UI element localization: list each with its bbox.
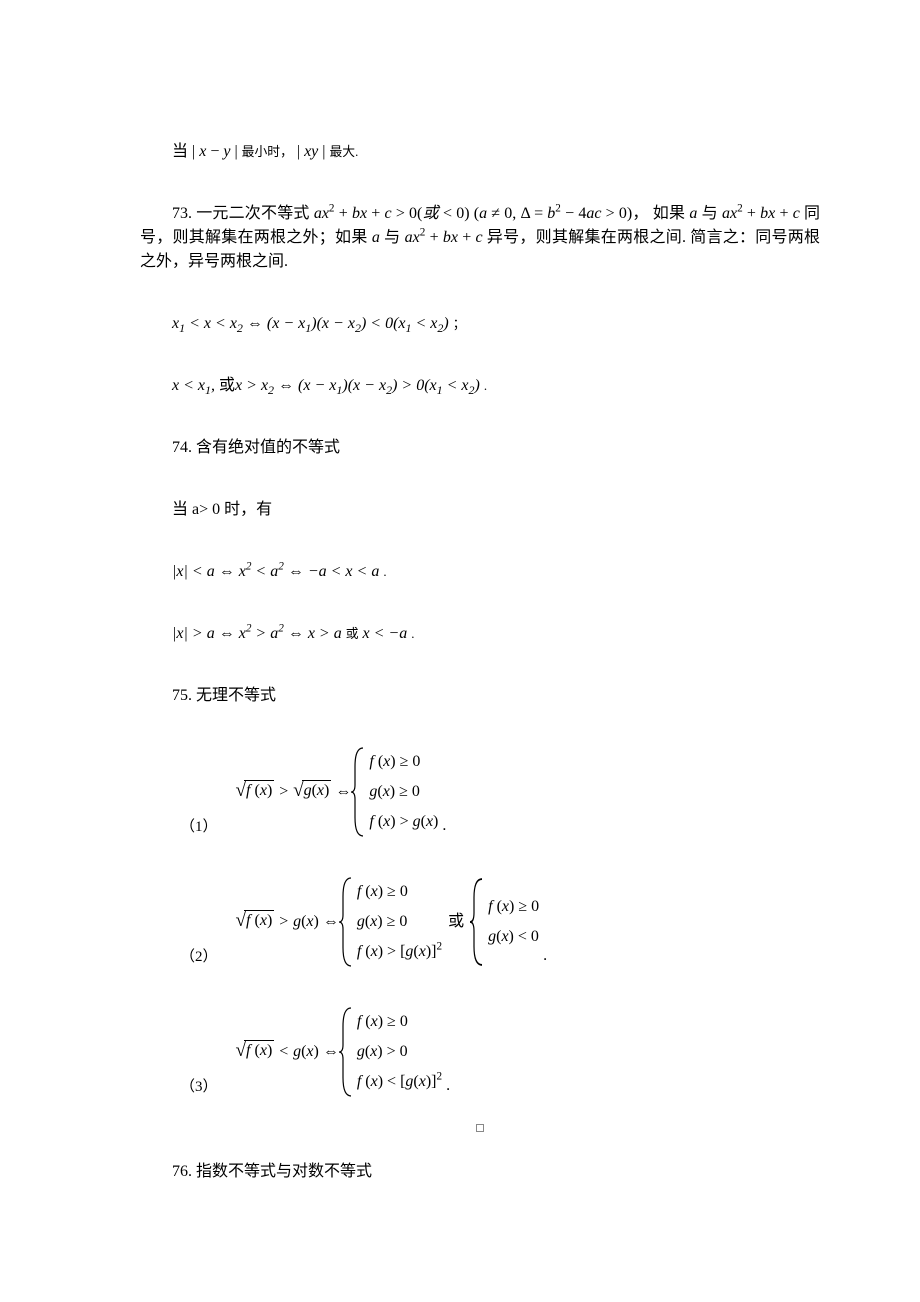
sys-line: f (x) ≥ 0 — [357, 1010, 442, 1034]
left-brace-icon — [470, 876, 484, 968]
system-2-lead: √f (x) > g(x) ⇔ — [236, 910, 339, 934]
sys-line: f (x) ≥ 0 — [488, 895, 539, 919]
rhs: g(x) — [293, 913, 319, 930]
text: 无理不等式 — [196, 687, 276, 704]
cmp: > — [278, 783, 293, 800]
item-number: 75. — [172, 687, 196, 704]
sqrt-icon: √f (x) — [236, 780, 275, 800]
left-brace-icon — [339, 876, 353, 968]
item-73: 73. 一元二次不等式 ax2 + bx + c > 0(或 < 0) (a ≠… — [140, 202, 820, 274]
text: 与 — [702, 205, 718, 222]
square-marker-icon — [476, 1124, 484, 1132]
item-76-title: 76. 指数不等式与对数不等式 — [140, 1160, 820, 1184]
tail: . — [442, 814, 446, 838]
sys-line: f (x) > [g(x)]2 — [357, 940, 442, 964]
item-number: 73. — [172, 205, 196, 222]
sys-line: g(x) > 0 — [357, 1040, 442, 1064]
item-number: 74. — [172, 439, 196, 456]
tail: . — [411, 627, 414, 641]
system-2: （2） √f (x) > g(x) ⇔ f (x) ≥ 0 g(x) ≥ 0 f… — [140, 876, 820, 968]
document-page: 当 | x − y | 最小时， | xy | 最大. 73. 一元二次不等式 … — [0, 0, 920, 1274]
brace-group-a: f (x) ≥ 0 g(x) ≥ 0 f (x) > [g(x)]2 — [339, 876, 442, 968]
equation-73b: x < x1, 或x > x2 ⇔ (x − x1)(x − x2) > 0(x… — [140, 374, 820, 398]
page-center-marker — [140, 1116, 820, 1140]
system-3-lead: √f (x) < g(x) ⇔ — [236, 1040, 339, 1064]
sys-line: f (x) ≥ 0 — [357, 880, 442, 904]
item-74-cond: 当 a> 0 时，有 — [140, 498, 820, 522]
brace-group: f (x) ≥ 0 g(x) > 0 f (x) < [g(x)]2 — [339, 1006, 442, 1098]
system-1-lead: √f (x) > √g(x) ⇔ — [236, 780, 352, 804]
iff: ⇔ — [323, 1043, 339, 1060]
sys-line: f (x) ≥ 0 — [369, 750, 438, 774]
text: 最小时， — [242, 145, 293, 159]
text: 与 — [384, 229, 400, 246]
sqrt-icon: √g(x) — [293, 780, 331, 800]
math-expr: ax2 + bx + c — [405, 229, 483, 246]
tail: . — [484, 379, 487, 393]
math-expr: | xy | — [297, 143, 326, 160]
system-3: （3） √f (x) < g(x) ⇔ f (x) ≥ 0 g(x) > 0 f… — [140, 1006, 820, 1098]
system-lines: f (x) ≥ 0 g(x) > 0 f (x) < [g(x)]2 — [353, 1006, 442, 1098]
iff: ⇔ — [323, 913, 339, 930]
text: 最大. — [329, 145, 358, 159]
rhs: g(x) — [293, 1043, 319, 1060]
math-var: a — [689, 205, 697, 222]
sqrt-icon: √f (x) — [236, 1040, 275, 1060]
system-lines: f (x) ≥ 0 g(x) ≥ 0 f (x) > [g(x)]2 — [353, 876, 442, 968]
cmp: < — [278, 1043, 293, 1060]
sqrt-icon: √f (x) — [236, 910, 275, 930]
math-var: a — [372, 229, 380, 246]
left-brace-icon — [339, 1006, 353, 1098]
sys-line: g(x) < 0 — [488, 925, 539, 949]
system-1: （1） √f (x) > √g(x) ⇔ f (x) ≥ 0 g(x) ≥ 0 … — [140, 746, 820, 838]
system-lines: f (x) ≥ 0 g(x) ≥ 0 f (x) > g(x) — [365, 746, 438, 838]
or-text: 或 — [346, 627, 359, 641]
equation-74a: |x| < a ⇔ x2 < a2 ⇔ −a < x < a . — [140, 560, 820, 584]
sys-line: g(x) ≥ 0 — [357, 910, 442, 934]
text: 指数不等式与对数不等式 — [196, 1163, 372, 1180]
text: 一元二次不等式 — [196, 205, 309, 222]
left-brace-icon — [351, 746, 365, 838]
sys-line: g(x) ≥ 0 — [369, 780, 438, 804]
math-expr: | x − y | — [192, 143, 238, 160]
sub-label: （2） — [180, 946, 218, 969]
sys-line: f (x) < [g(x)]2 — [357, 1070, 442, 1094]
math-expr: ax2 + bx + c > 0(或 < 0) (a ≠ 0, Δ = b2 −… — [314, 205, 632, 222]
tail: . — [543, 944, 547, 968]
tail: ； — [453, 317, 466, 331]
tail: . — [446, 1074, 450, 1098]
system-lines: f (x) ≥ 0 g(x) < 0 — [484, 876, 539, 968]
text: 含有绝对值的不等式 — [196, 439, 340, 456]
intro-line: 当 | x − y | 最小时， | xy | 最大. — [140, 140, 820, 164]
cmp: > — [278, 913, 293, 930]
sys-line: f (x) > g(x) — [369, 810, 438, 834]
brace-group: f (x) ≥ 0 g(x) ≥ 0 f (x) > g(x) — [351, 746, 438, 838]
item-74-title: 74. 含有绝对值的不等式 — [140, 436, 820, 460]
item-number: 76. — [172, 1163, 196, 1180]
sub-label: （3） — [180, 1076, 218, 1099]
brace-group-b: f (x) ≥ 0 g(x) < 0 — [470, 876, 539, 968]
tail: . — [383, 565, 386, 579]
math-expr: ax2 + bx + c — [722, 205, 800, 222]
or-text: 或 — [448, 910, 464, 934]
text: 当 — [172, 143, 188, 160]
sub-label: （1） — [180, 816, 218, 839]
iff: ⇔ — [335, 783, 351, 800]
equation-74b: |x| > a ⇔ x2 > a2 ⇔ x > a 或 x < −a . — [140, 622, 820, 646]
equation-73a: x1 < x < x2 ⇔ (x − x1)(x − x2) < 0(x1 < … — [140, 312, 820, 336]
text: ， 如果 — [632, 205, 685, 222]
item-75-title: 75. 无理不等式 — [140, 684, 820, 708]
